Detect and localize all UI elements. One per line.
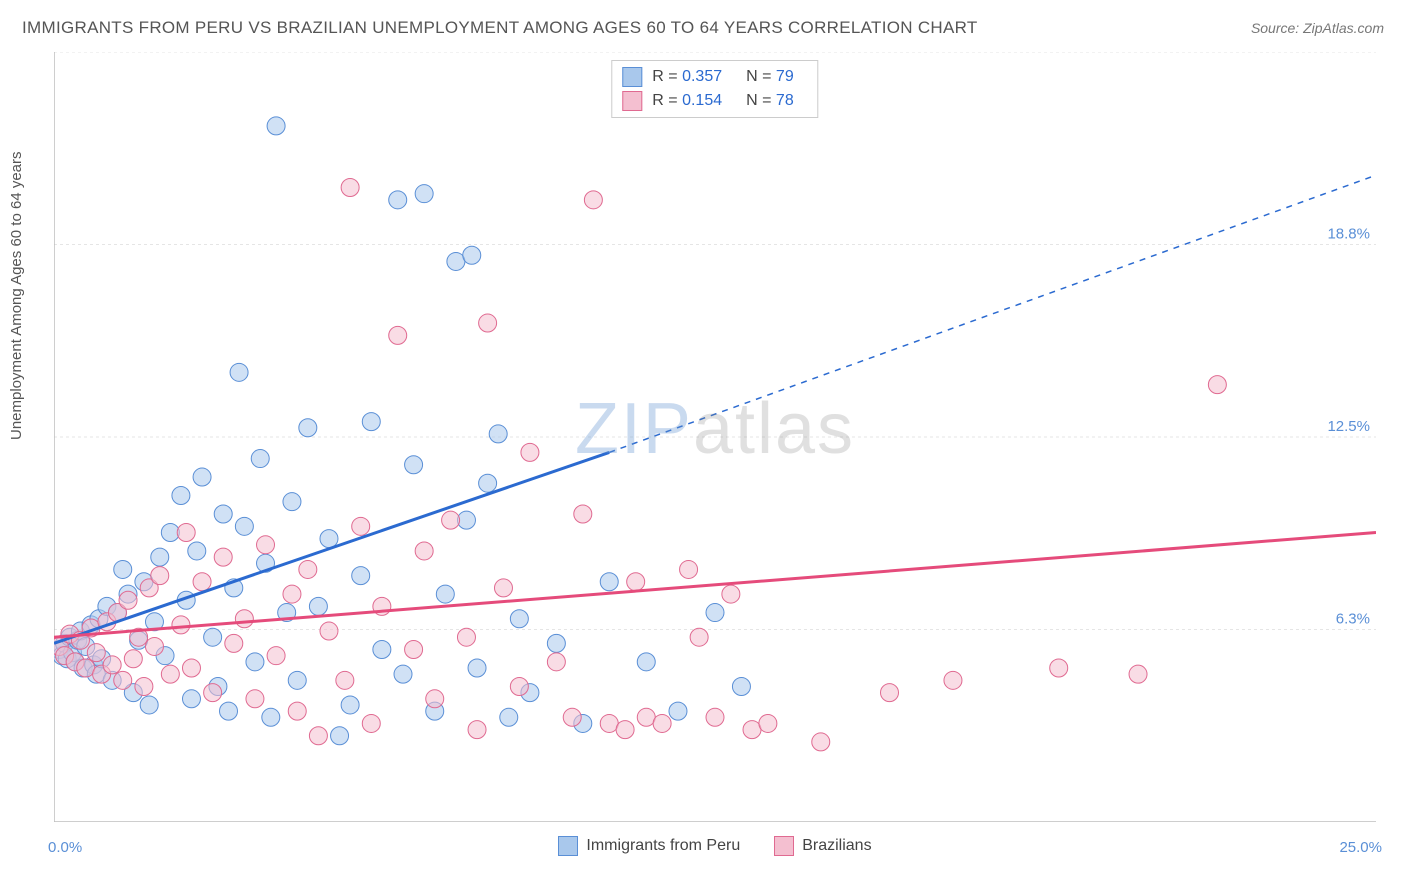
legend-row-peru: R = 0.357 N = 79: [622, 65, 807, 89]
legend-label-brazilians: Brazilians: [802, 837, 871, 855]
legend-item-peru: Immigrants from Peru: [558, 836, 740, 856]
swatch-brazilians: [622, 91, 642, 111]
series-legend: Immigrants from Peru Brazilians: [54, 836, 1376, 856]
legend-label-peru: Immigrants from Peru: [586, 837, 740, 855]
svg-text:12.5%: 12.5%: [1327, 418, 1370, 435]
swatch-peru-icon: [558, 836, 578, 856]
legend-row-brazilians: R = 0.154 N = 78: [622, 89, 807, 113]
y-axis-label: Unemployment Among Ages 60 to 64 years: [8, 151, 25, 440]
correlation-legend: R = 0.357 N = 79 R = 0.154 N = 78: [611, 60, 818, 118]
chart-title: IMMIGRANTS FROM PERU VS BRAZILIAN UNEMPL…: [22, 18, 978, 38]
svg-text:18.8%: 18.8%: [1327, 226, 1370, 243]
plot-area: 6.3%12.5%18.8%25.0% ZIPatlas R = 0.357 N…: [54, 52, 1376, 822]
legend-item-brazilians: Brazilians: [774, 836, 871, 856]
scatter-chart-svg: 6.3%12.5%18.8%25.0%: [54, 52, 1376, 822]
source-attribution: Source: ZipAtlas.com: [1251, 20, 1384, 36]
swatch-brazilians-icon: [774, 836, 794, 856]
swatch-peru: [622, 67, 642, 87]
svg-text:6.3%: 6.3%: [1336, 611, 1370, 628]
